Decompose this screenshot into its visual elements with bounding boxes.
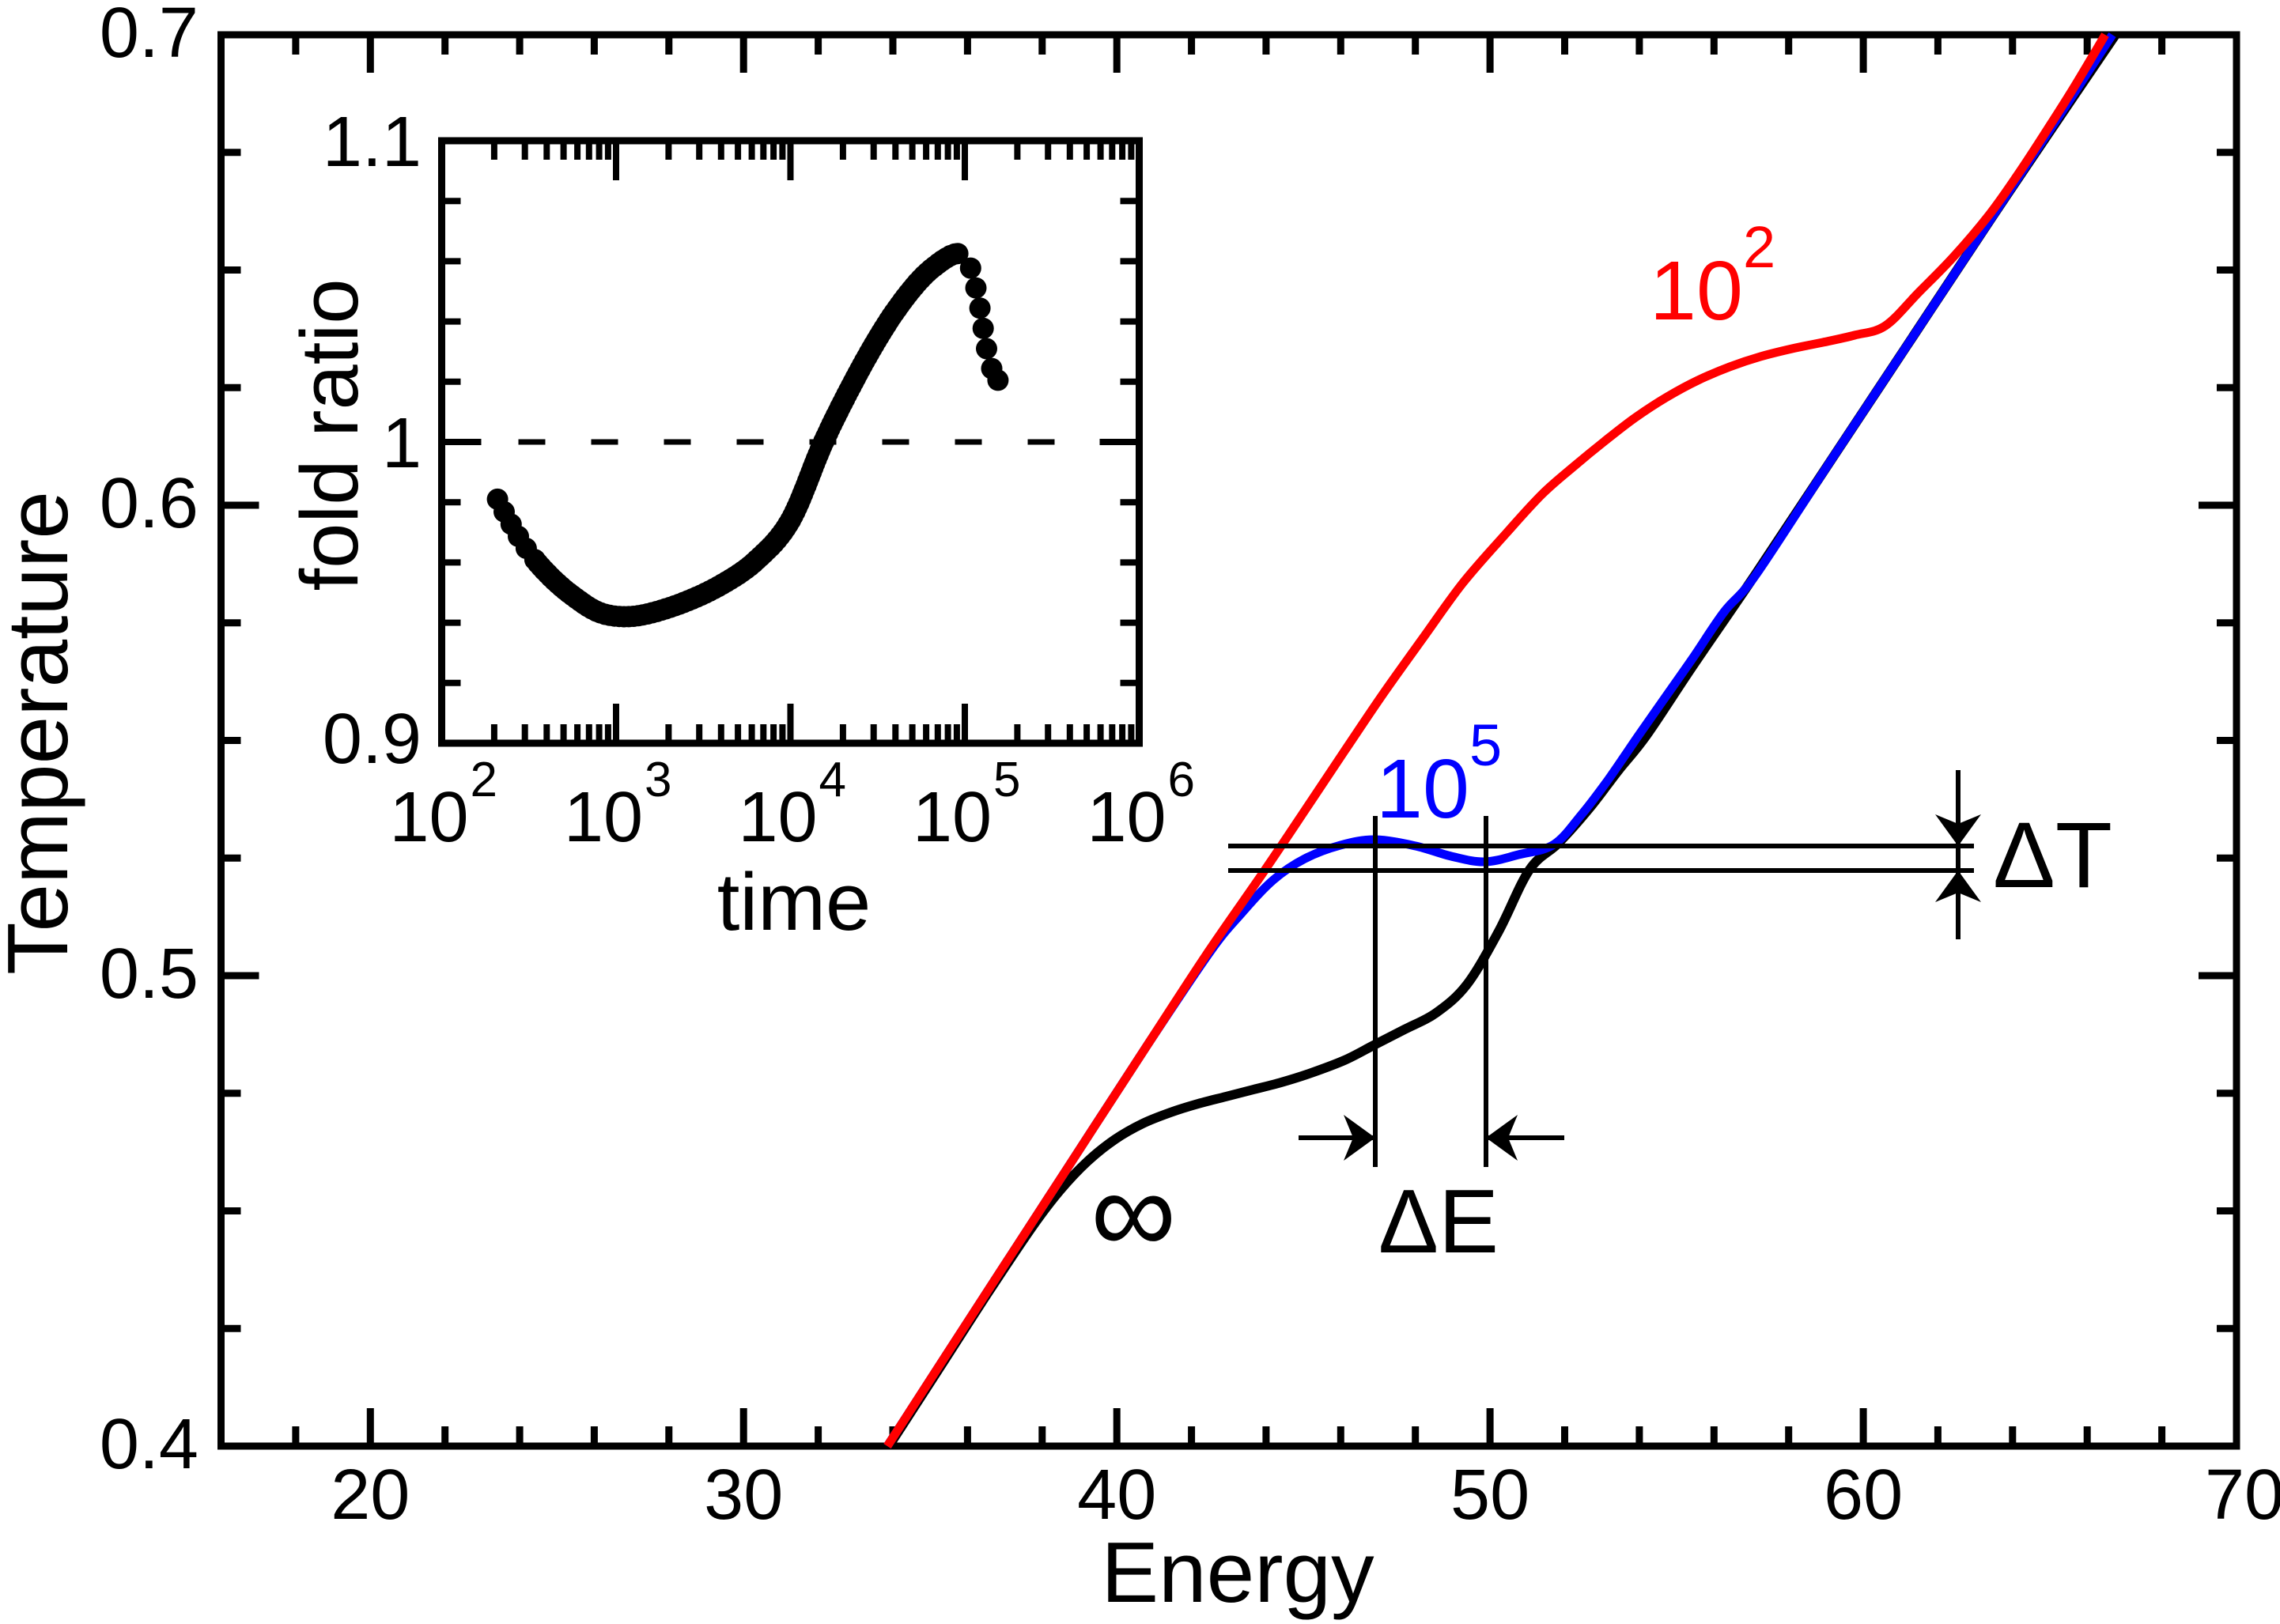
svg-text:10: 10 <box>739 778 818 857</box>
svg-text:1.1: 1.1 <box>323 103 422 182</box>
svg-text:20: 20 <box>331 1456 410 1535</box>
svg-text:2: 2 <box>471 753 497 807</box>
svg-text:10: 10 <box>390 778 469 857</box>
svg-text:4: 4 <box>819 753 846 807</box>
svg-text:50: 50 <box>1450 1456 1529 1535</box>
svg-text:0.7: 0.7 <box>100 0 199 73</box>
svg-text:1: 1 <box>382 404 422 483</box>
svg-text:10: 10 <box>1376 742 1469 836</box>
svg-text:30: 30 <box>704 1456 783 1535</box>
svg-text:0.5: 0.5 <box>100 935 199 1014</box>
svg-text:70: 70 <box>2205 1456 2280 1535</box>
svg-text:Temperature: Temperature <box>0 491 86 975</box>
svg-text:6: 6 <box>1168 753 1195 807</box>
svg-text:40: 40 <box>1077 1456 1156 1535</box>
svg-text:10: 10 <box>913 778 992 857</box>
svg-text:10: 10 <box>1650 244 1743 338</box>
svg-text:time: time <box>717 856 872 947</box>
svg-text:fold ratio: fold ratio <box>284 278 375 591</box>
svg-text:10: 10 <box>1087 778 1166 857</box>
svg-text:0.4: 0.4 <box>100 1405 199 1484</box>
svg-text:2: 2 <box>1743 214 1775 280</box>
svg-text:0.9: 0.9 <box>323 700 422 779</box>
svg-text:ΔE: ΔE <box>1378 1172 1499 1272</box>
svg-text:∞: ∞ <box>1091 1145 1176 1279</box>
svg-text:60: 60 <box>1824 1456 1903 1535</box>
svg-text:3: 3 <box>645 753 671 807</box>
svg-text:10: 10 <box>564 778 643 857</box>
svg-text:5: 5 <box>993 753 1020 807</box>
svg-text:5: 5 <box>1469 712 1502 778</box>
svg-text:Energy: Energy <box>1101 1524 1374 1621</box>
svg-text:ΔT: ΔT <box>1993 803 2112 908</box>
svg-text:0.6: 0.6 <box>100 464 199 543</box>
